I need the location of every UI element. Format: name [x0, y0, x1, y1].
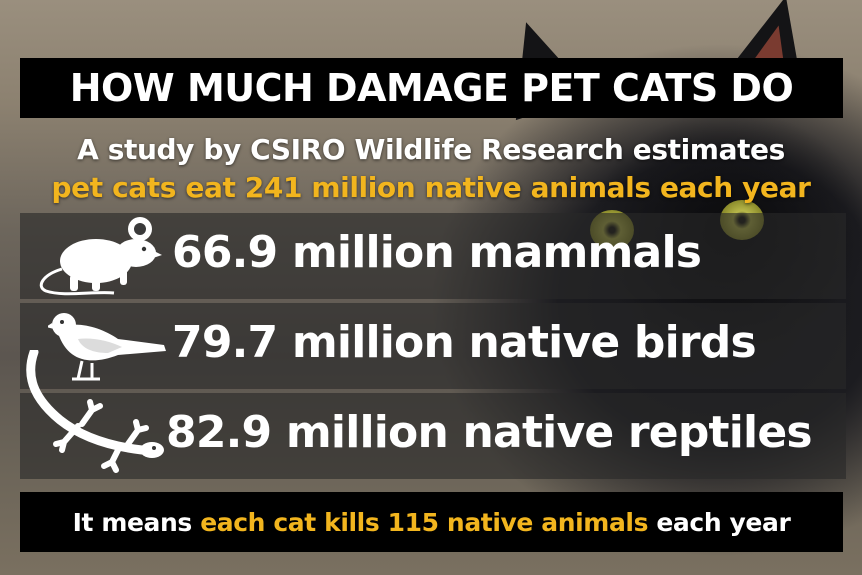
- stat-row-mammals: 66.9 million mammals: [20, 213, 846, 299]
- page-title: HOW MUCH DAMAGE PET CATS DO: [69, 66, 794, 110]
- stat-label: 82.9 million native reptiles: [166, 407, 813, 458]
- subtitle-line-1: A study by CSIRO Wildlife Research estim…: [77, 133, 785, 166]
- subtitle-line-2: pet cats eat 241 million native animals …: [51, 171, 811, 204]
- lizard-icon: [26, 350, 164, 473]
- footer-text-start: It means: [72, 507, 201, 537]
- bird-icon: [48, 313, 166, 381]
- stat-label: 79.7 million native birds: [172, 317, 757, 368]
- stat-row-reptiles: 82.9 million native reptiles: [20, 393, 846, 479]
- footer-text-end: each year: [648, 507, 791, 537]
- footer-bar: It means each cat kills 115 native anima…: [20, 492, 843, 552]
- stat-label: 66.9 million mammals: [172, 227, 702, 278]
- title-bar: HOW MUCH DAMAGE PET CATS DO: [20, 58, 843, 118]
- footer-text-highlight: each cat kills 115 native animals: [200, 507, 649, 537]
- stat-row-birds: 79.7 million native birds: [20, 303, 846, 389]
- mouse-icon: [39, 217, 162, 296]
